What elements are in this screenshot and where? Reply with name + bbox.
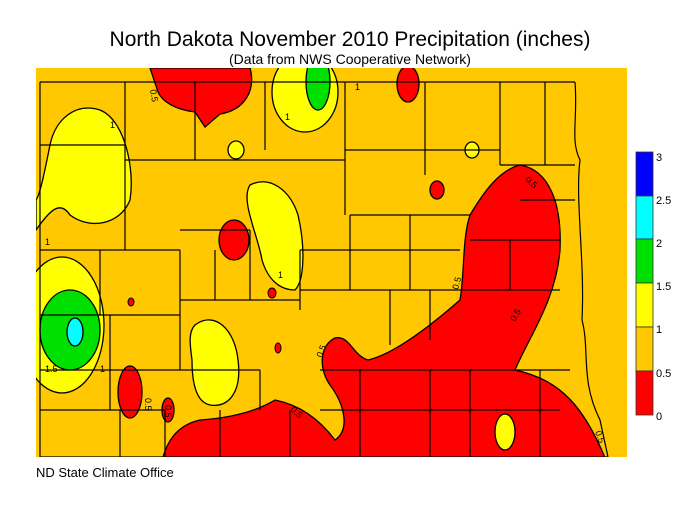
legend-band-1-1.5 <box>635 282 654 328</box>
contour-label: 1 <box>355 82 360 92</box>
map-subtitle: (Data from NWS Cooperative Network) <box>229 51 471 67</box>
legend-band-1.5-2 <box>635 238 654 284</box>
region-0-0.5-east-south <box>162 164 606 457</box>
legend-label: 0 <box>656 411 662 423</box>
region-0.5-1-southeast <box>494 413 516 451</box>
contour-label: 1 <box>100 364 105 374</box>
legend-label: 1 <box>656 324 662 336</box>
legend-label: 2.5 <box>656 195 671 207</box>
map-title: North Dakota November 2010 Precipitation… <box>109 28 591 51</box>
contour-label: 1 <box>285 112 290 122</box>
color-legend <box>635 151 654 416</box>
region-0-0.5-north <box>149 68 253 128</box>
legend-band-2.5-3 <box>635 151 654 197</box>
region-2-2.5-southwest <box>66 317 84 347</box>
region-1-1.5-south <box>189 319 240 406</box>
region-1-1.5-west <box>36 107 132 232</box>
contour-label: 0.5 <box>593 429 607 444</box>
contour-label: 0.5 <box>143 398 153 411</box>
legend-label: 2 <box>656 238 662 250</box>
legend-label: 3 <box>656 152 662 164</box>
contour-label: 0.5 <box>148 89 160 103</box>
contour-label: 1 <box>110 120 115 130</box>
contour-label: 1 <box>278 270 283 280</box>
region-1-1.5-central <box>246 181 304 291</box>
legend-label: 0.5 <box>656 368 671 380</box>
contour-label: 0.5 <box>163 405 173 418</box>
legend-label: 1.5 <box>656 281 671 293</box>
legend-band-2-2.5 <box>635 195 654 240</box>
legend-band-0-0.5 <box>635 370 654 416</box>
legend-band-0.5-1 <box>635 326 654 372</box>
contour-label: 1.5 <box>45 364 58 374</box>
contour-label: 0.5 <box>314 344 328 359</box>
source-credit: ND State Climate Office <box>36 465 174 480</box>
county-boundaries <box>39 81 609 457</box>
contour-label: 0.5 <box>450 276 463 291</box>
contour-label: 1 <box>45 237 50 247</box>
